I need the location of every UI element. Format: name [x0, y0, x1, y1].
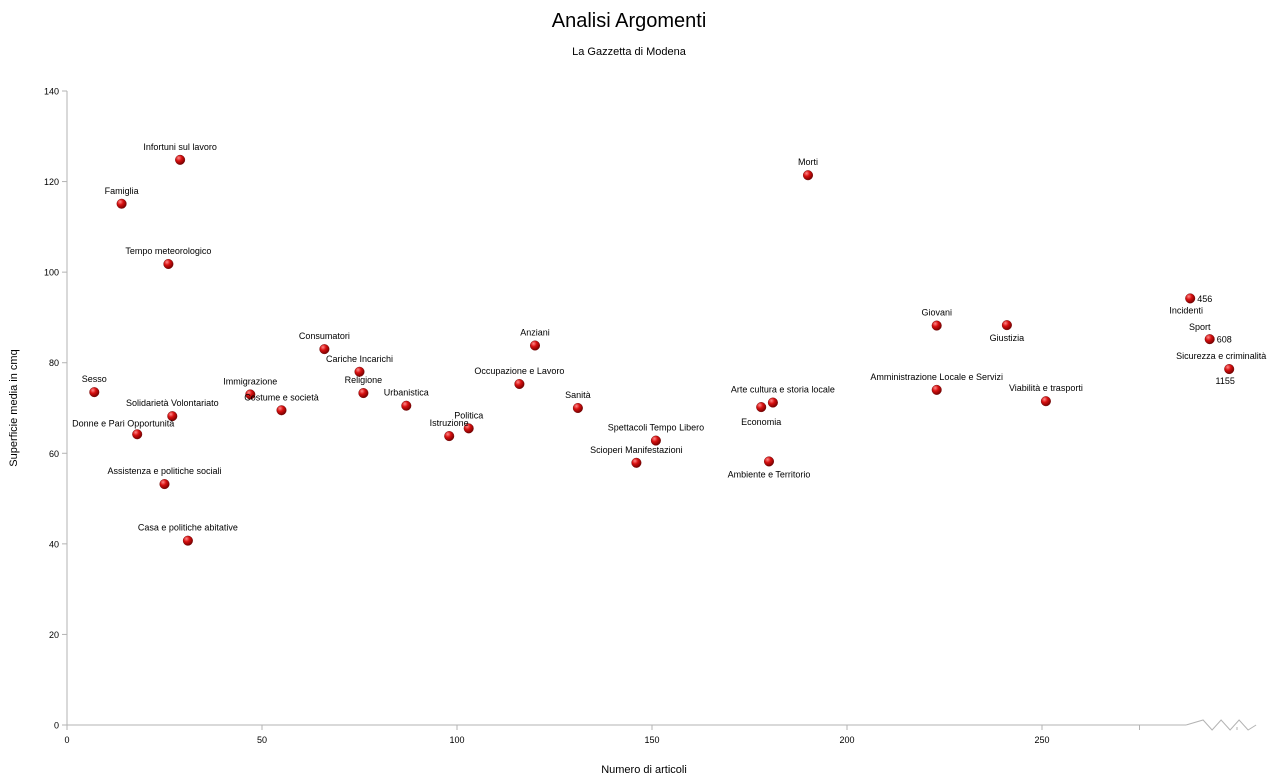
point-label: Urbanistica: [384, 388, 429, 398]
data-point: [530, 340, 541, 351]
data-point: [116, 198, 127, 209]
point-label: Tempo meteorologico: [125, 246, 211, 256]
point-label: Amministrazione Locale e Servizi: [870, 372, 1003, 382]
point-label: Sicurezza e criminalità: [1176, 351, 1266, 361]
axis-break-gap: [1186, 724, 1257, 727]
data-points: [89, 154, 1235, 546]
y-tick-label: 80: [49, 358, 59, 368]
data-point: [572, 403, 583, 414]
point-label: Incidenti: [1169, 305, 1203, 315]
data-point: [931, 384, 942, 395]
data-point: [803, 170, 814, 181]
point-label: Viabilità e trasporti: [1009, 383, 1083, 393]
point-label: Religione: [345, 375, 383, 385]
data-point: [319, 344, 330, 355]
data-point: [1224, 364, 1235, 375]
x-tick-label: 150: [644, 735, 659, 745]
data-point: [163, 258, 174, 269]
data-point: [89, 387, 100, 398]
point-label: Famiglia: [105, 186, 139, 196]
point-label: Sport: [1189, 322, 1211, 332]
x-tick-label: 100: [449, 735, 464, 745]
chart-title: Analisi Argomenti: [551, 10, 707, 32]
point-label: Solidarietà Volontariato: [126, 398, 219, 408]
y-tick-label: 100: [44, 268, 59, 278]
data-point: [1204, 334, 1215, 345]
point-label: Scioperi Manifestazioni: [590, 445, 683, 455]
y-tick-label: 140: [44, 87, 59, 97]
data-point: [182, 535, 193, 546]
data-point: [1040, 396, 1051, 407]
x-tick-label: 250: [1034, 735, 1049, 745]
point-label: Assistenza e politiche sociali: [107, 466, 221, 476]
point-label: Economia: [741, 417, 781, 427]
data-point: [167, 411, 178, 422]
y-tick-label: 120: [44, 177, 59, 187]
point-label: Istruzione: [430, 418, 469, 428]
y-tick-label: 40: [49, 539, 59, 549]
point-label: Infortuni sul lavoro: [143, 142, 217, 152]
point-label: Immigrazione: [223, 376, 277, 386]
y-tick-label: 20: [49, 630, 59, 640]
point-label: Consumatori: [299, 331, 350, 341]
data-point: [444, 431, 455, 442]
data-point: [463, 423, 474, 434]
data-point: [1001, 320, 1012, 331]
x-axis-label: Numero di articoli: [601, 764, 687, 776]
data-point: [764, 456, 775, 467]
point-label: Occupazione e Lavoro: [474, 366, 564, 376]
point-label: Ambiente e Territorio: [728, 469, 811, 479]
point-label: Morti: [798, 157, 818, 167]
y-tick-label: 60: [49, 449, 59, 459]
point-value-label: 1155: [1216, 376, 1235, 386]
data-point: [132, 429, 143, 440]
point-label: Sanità: [565, 390, 591, 400]
axis-break-mark: [1185, 719, 1257, 731]
data-point: [354, 366, 365, 377]
point-label: Spettacoli Tempo Libero: [608, 423, 704, 433]
x-tick-label: 0: [64, 735, 69, 745]
point-label: Giovani: [921, 308, 952, 318]
data-point: [514, 378, 525, 389]
y-tick-label: 0: [54, 721, 59, 731]
data-point: [631, 457, 642, 468]
x-tick-label: 50: [257, 735, 267, 745]
data-point: [175, 154, 186, 165]
data-point: [1185, 293, 1196, 304]
point-value-label: 456: [1197, 294, 1212, 304]
point-label: Giustizia: [990, 333, 1025, 343]
data-point: [276, 405, 287, 416]
point-labels: Infortuni sul lavoro Famiglia Tempo meteor…: [72, 142, 1266, 533]
point-label: Politica: [454, 410, 483, 420]
point-label: Casa e politiche abitative: [138, 523, 238, 533]
point-label: Arte cultura e storia locale: [731, 385, 835, 395]
point-value-label: 608: [1217, 335, 1232, 345]
y-axis-label: Superficie media in cmq: [8, 349, 20, 466]
point-label: Anziani: [520, 328, 550, 338]
point-label: Sesso: [82, 374, 107, 384]
data-point: [767, 397, 778, 408]
x-tick-label: 200: [839, 735, 854, 745]
chart-subtitle: La Gazzetta di Modena: [572, 46, 686, 58]
point-label: Costume e società: [244, 392, 319, 402]
data-point: [159, 479, 170, 490]
point-label: Cariche Incarichi: [326, 354, 393, 364]
point-label: Donne e Pari Opportunità: [72, 418, 174, 428]
data-point: [401, 400, 412, 411]
data-point: [358, 388, 369, 399]
data-point: [756, 402, 767, 413]
axes: 0 20 40 60 80 100 120 140 0 50 100 150 200 250: [44, 87, 1257, 745]
data-point: [650, 435, 661, 446]
data-point: [931, 320, 942, 331]
data-point: [245, 389, 256, 400]
